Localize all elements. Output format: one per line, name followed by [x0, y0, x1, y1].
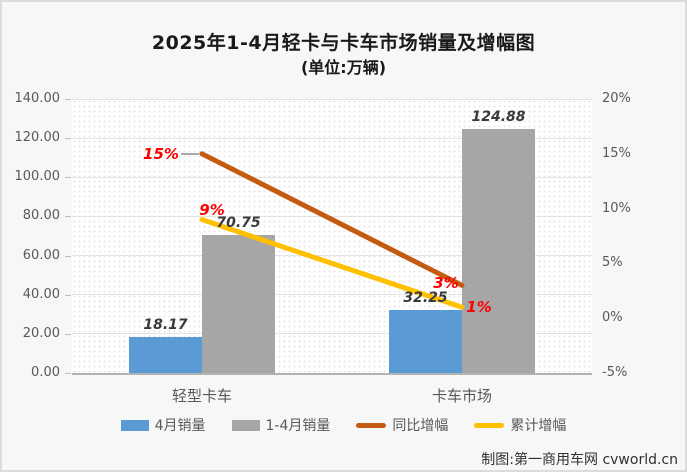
y-axis-tick-label: 100.00 — [14, 169, 61, 185]
x-axis-category-label: 轻型卡车 — [171, 387, 233, 405]
y-axis-tick-mark — [65, 294, 71, 296]
bar-april-sales — [389, 309, 462, 373]
watermark-credit: 制图:第一商用车网 cvworld.cn — [481, 452, 678, 468]
plot-area: 18.17 32.25 70.75 124.88 15% 3% 9% 1% — [72, 98, 592, 375]
line-cumulative-growth — [199, 217, 465, 310]
y-axis-tick-label: 60.00 — [22, 247, 60, 263]
y-axis-tick-mark — [65, 99, 71, 100]
gridline — [72, 255, 592, 257]
y-axis-tick-label: 140.00 — [14, 91, 61, 106]
y-axis-tick-mark — [65, 177, 71, 179]
line-value-label: 9% — [199, 201, 225, 219]
y-axis-right-tick-label: 0% — [602, 310, 623, 326]
y-axis-tick-label: 0.00 — [31, 365, 60, 380]
y-axis-tick-mark — [65, 373, 71, 374]
legend-swatch-cumulative-growth — [474, 422, 505, 428]
gridline — [72, 176, 592, 178]
legend-label-yoy-growth: 同比增幅 — [392, 418, 449, 434]
x-axis-category-label: 卡车市场 — [431, 387, 493, 405]
y-axis-tick-label: 120.00 — [14, 130, 61, 146]
legend: 4月销量 1-4月销量 同比增幅 累计增幅 — [2, 415, 685, 435]
legend-item-yoy-growth: 同比增幅 — [356, 415, 448, 435]
bar-value-label: 124.88 — [471, 108, 526, 125]
gridline — [72, 333, 592, 335]
legend-swatch-cumulative-sales — [231, 419, 260, 431]
y-axis-tick-mark — [65, 333, 71, 335]
legend-label-cumulative-sales: 1-4月销量 — [265, 418, 331, 434]
bar-april-sales — [129, 337, 202, 373]
bar-cumulative-sales — [202, 234, 275, 373]
line-value-label: 15% — [143, 145, 179, 163]
bar-value-label: 70.75 — [216, 214, 261, 231]
y-axis-right-tick-label: -5% — [602, 365, 628, 380]
y-axis-tick-label: 20.00 — [22, 325, 60, 341]
y-axis-tick-mark — [65, 216, 71, 218]
legend-item-april-sales: 4月销量 — [120, 415, 206, 435]
legend-item-cumulative-sales: 1-4月销量 — [231, 415, 331, 435]
legend-label-cumulative-growth: 累计增幅 — [510, 418, 567, 434]
y-axis-right-tick-label: 10% — [602, 200, 631, 216]
legend-swatch-april-sales — [120, 419, 149, 431]
bar-cumulative-sales — [462, 128, 535, 373]
gridline — [72, 137, 592, 139]
line-yoy-growth — [199, 151, 465, 288]
bar-value-label: 32.25 — [403, 289, 448, 306]
y-axis-right-tick-label: 5% — [602, 255, 623, 271]
line-value-label: 1% — [466, 298, 492, 316]
legend-swatch-yoy-growth — [356, 422, 387, 428]
chart-title: 2025年1-4月轻卡与卡车市场销量及增幅图 — [151, 32, 536, 54]
y-axis-right-tick-label: 20% — [602, 91, 631, 106]
growth-lines — [199, 151, 465, 310]
y-axis-right-tick-label: 15% — [602, 145, 631, 161]
legend-label-april-sales: 4月销量 — [154, 418, 206, 434]
label-leader-line — [181, 153, 199, 155]
chart-subtitle: (单位:万辆) — [300, 58, 387, 77]
y-axis-tick-label: 80.00 — [22, 208, 60, 224]
y-axis-tick-label: 40.00 — [22, 286, 60, 302]
gridline — [72, 215, 592, 217]
y-axis-tick-mark — [65, 138, 71, 140]
gridline — [72, 294, 592, 296]
legend-item-cumulative-growth: 累计增幅 — [474, 415, 566, 435]
line-value-label: 3% — [433, 274, 459, 292]
bar-value-label: 18.17 — [143, 317, 188, 334]
gridline — [72, 98, 592, 100]
y-axis-tick-mark — [65, 255, 71, 257]
